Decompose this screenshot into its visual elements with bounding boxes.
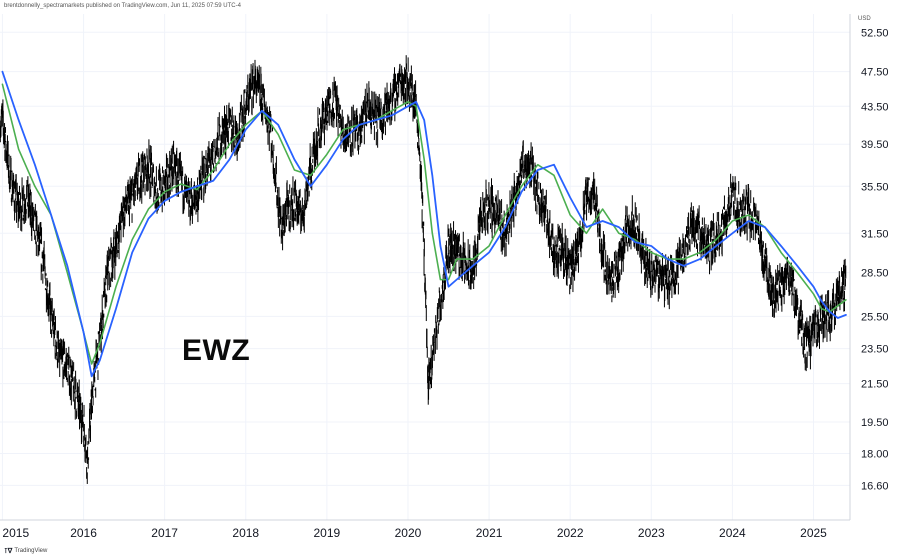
tradingview-brand[interactable]: ⊺∇ TradingView	[4, 547, 47, 555]
x-tick-label: 2016	[70, 526, 97, 540]
y-tick-label: 19.50	[861, 417, 889, 429]
x-tick-label: 2018	[232, 526, 259, 540]
y-tick-label: 31.50	[861, 228, 889, 240]
moving-average-slow-line	[1, 70, 847, 378]
y-axis-unit: USD	[858, 16, 871, 22]
y-tick-label: 35.50	[861, 181, 889, 193]
x-tick-label: 2022	[557, 526, 584, 540]
y-tick-label: 52.50	[861, 27, 889, 39]
x-tick-label: 2021	[476, 526, 503, 540]
x-tick-label: 2015	[2, 526, 29, 540]
y-tick-label: 25.50	[861, 311, 889, 323]
y-tick-label: 39.50	[861, 139, 889, 151]
x-axis-ticks: 2015 2016 2017 2018 2019 2020 2021 2022 2023 2024…	[2, 526, 827, 540]
x-tick-label: 2019	[314, 526, 341, 540]
moving-average-fast-line	[1, 83, 847, 365]
x-tick-label: 2023	[638, 526, 665, 540]
x-tick-label: 2024	[719, 526, 746, 540]
x-tick-label: 2025	[800, 526, 827, 540]
chart-series	[0, 55, 847, 484]
tradingview-logo-icon: ⊺∇	[4, 548, 13, 555]
y-tick-label: 21.50	[861, 379, 889, 391]
y-tick-label: 18.00	[861, 448, 889, 460]
y-tick-label: 23.50	[861, 344, 889, 356]
ticker-label: EWZ	[182, 334, 251, 367]
brand-label: TradingView	[14, 548, 48, 554]
y-tick-label: 16.60	[861, 480, 889, 492]
y-tick-label: 28.50	[861, 268, 889, 280]
y-axis-ticks: 52.50 47.50 43.50 39.50 35.50 31.50 28.50 25.50…	[861, 27, 889, 492]
y-tick-label: 47.50	[861, 67, 889, 79]
x-tick-label: 2017	[151, 526, 178, 540]
y-tick-label: 43.50	[861, 101, 889, 113]
publisher-credit: brentdonnelly_spectramarkets published o…	[4, 3, 241, 9]
x-tick-label: 2020	[395, 526, 422, 540]
